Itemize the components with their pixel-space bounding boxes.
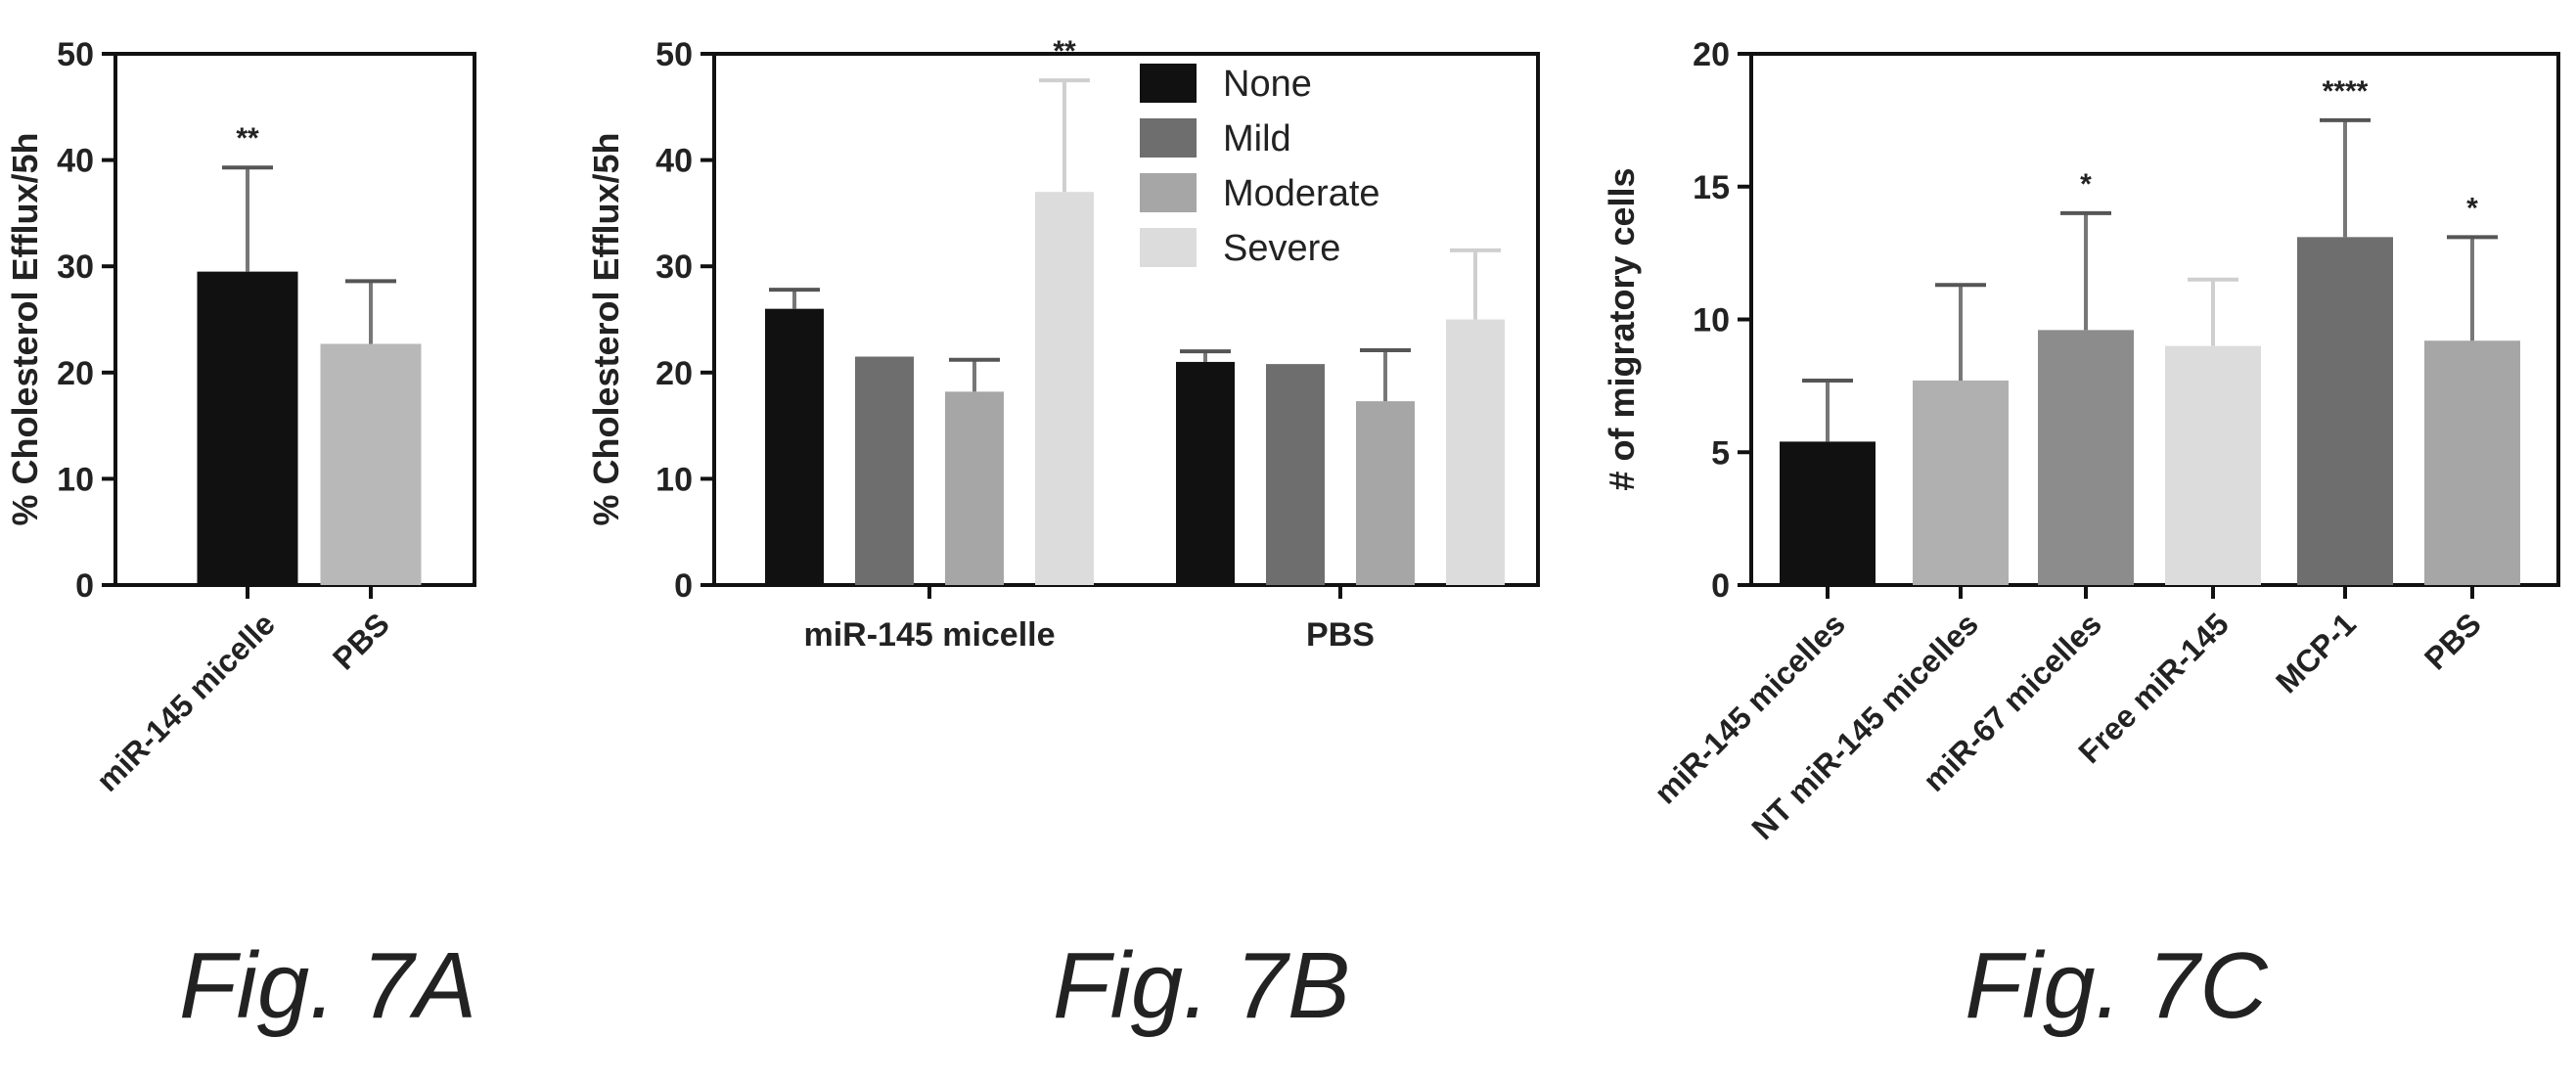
y-tick-label: 20	[1693, 36, 1730, 73]
x-category-label: PBS	[1306, 616, 1375, 654]
y-tick-label: 40	[655, 143, 693, 180]
y-tick-label: 30	[655, 248, 693, 286]
chart-7b: 0 10 20 30 40 50 % Cholesterol Efflux/5h ** miR-…	[586, 35, 1540, 1038]
series-3-cat-0-significance: **	[1053, 35, 1076, 68]
x-category-label: NT miR-145 micelles	[1744, 606, 1985, 846]
legend-label: None	[1223, 64, 1312, 105]
cat-3-bar	[2165, 345, 2261, 585]
series-0-cat-0-bar	[765, 308, 824, 585]
cat-4-bar	[2297, 237, 2393, 585]
cat-2-bar	[2038, 330, 2134, 585]
legend-swatch	[1140, 64, 1197, 103]
series-1-cat-0-bar	[855, 356, 914, 585]
series-0-cat-1-bar	[1176, 361, 1235, 585]
y-tick-label: 50	[57, 36, 94, 73]
y-axis-label: # of migratory cells	[1602, 167, 1642, 490]
y-tick-label: 10	[655, 461, 693, 498]
cat-1-bar	[1913, 380, 2009, 585]
legend-swatch	[1140, 118, 1197, 158]
x-category-label: MCP-1	[2269, 606, 2363, 700]
cat-4-significance: ****	[2323, 75, 2369, 108]
cat-0-bar	[197, 271, 298, 585]
y-tick-label: 15	[1693, 169, 1730, 206]
legend-swatch	[1140, 228, 1197, 267]
y-tick-label: 30	[57, 248, 94, 286]
y-tick-label: 0	[674, 567, 693, 605]
legend-label: Mild	[1223, 118, 1291, 159]
figure-caption: Fig. 7C	[1965, 933, 2268, 1038]
x-category-label: PBS	[326, 606, 396, 676]
y-tick-label: 10	[57, 461, 94, 498]
series-2-cat-0-bar	[945, 391, 1004, 585]
y-tick-label: 5	[1711, 434, 1730, 472]
y-axis-label: % Cholesterol Efflux/5h	[586, 132, 626, 525]
x-category-label: miR-145 micelle	[89, 606, 282, 798]
y-tick-label: 0	[75, 567, 94, 605]
series-2-cat-1-bar	[1356, 401, 1415, 585]
x-category-label: miR-145 micelle	[803, 616, 1055, 654]
legend-swatch	[1140, 173, 1197, 212]
cat-0-bar	[1780, 441, 1876, 585]
cat-1-bar	[320, 343, 422, 585]
legend-label: Severe	[1223, 228, 1340, 269]
y-tick-label: 0	[1711, 567, 1730, 605]
figure-caption: Fig. 7A	[179, 933, 476, 1038]
y-tick-label: 10	[1693, 302, 1730, 339]
cat-5-significance: *	[2466, 192, 2478, 224]
y-axis-label: % Cholesterol Efflux/5h	[5, 132, 45, 525]
chart-7a: 0 10 20 30 40 50 % Cholesterol Efflux/5h ** miR-…	[5, 36, 476, 1038]
series-3-cat-0-bar	[1035, 192, 1094, 585]
y-tick-label: 20	[57, 355, 94, 392]
series-3-cat-1-bar	[1446, 319, 1505, 585]
x-category-label: PBS	[2418, 606, 2488, 676]
plot-frame	[712, 52, 1540, 587]
cat-5-bar	[2424, 340, 2520, 585]
y-tick-label: 40	[57, 143, 94, 180]
cat-0-significance: **	[236, 122, 259, 155]
y-tick-label: 20	[655, 355, 693, 392]
y-tick-label: 50	[655, 36, 693, 73]
figure-caption: Fig. 7B	[1053, 933, 1350, 1038]
cat-2-significance: *	[2080, 168, 2092, 201]
legend-label: Moderate	[1223, 173, 1380, 214]
series-1-cat-1-bar	[1266, 364, 1325, 585]
